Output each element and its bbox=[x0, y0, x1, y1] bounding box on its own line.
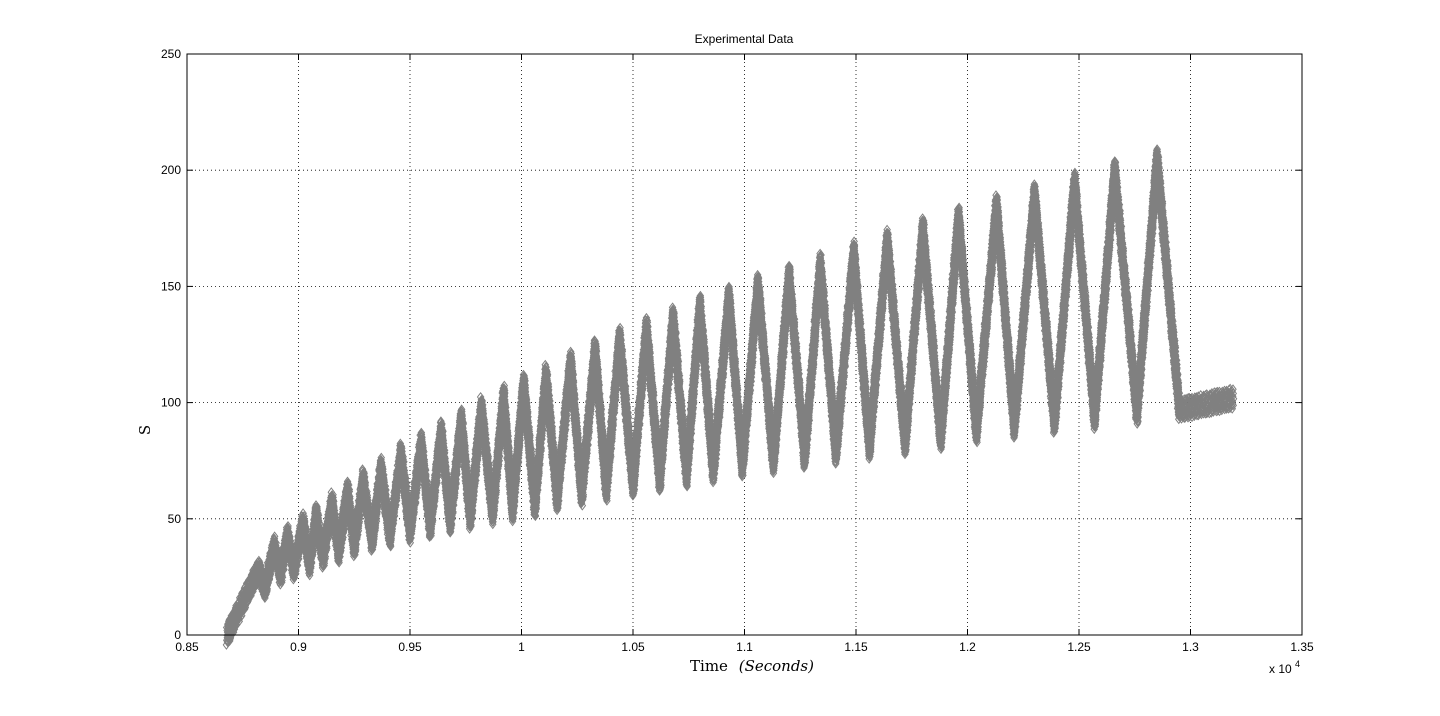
data-series bbox=[222, 144, 1238, 650]
data-point-marker bbox=[226, 632, 235, 643]
data-point-marker bbox=[234, 613, 243, 624]
